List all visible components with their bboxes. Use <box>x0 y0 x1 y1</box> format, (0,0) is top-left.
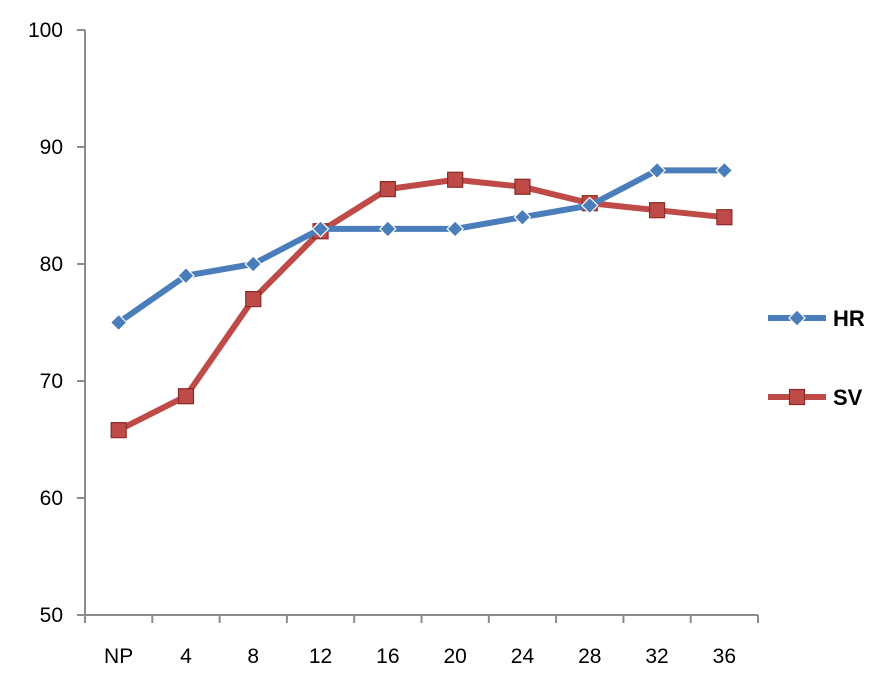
x-tick-label: NP <box>104 645 133 668</box>
data-point-hr <box>648 161 666 180</box>
x-tick-label: 16 <box>376 645 399 668</box>
x-tick-label: 12 <box>309 645 332 668</box>
x-tick-label: 28 <box>578 645 601 668</box>
data-point-hr <box>446 220 464 238</box>
series-line-hr <box>115 167 728 326</box>
data-point-hr <box>311 220 330 238</box>
data-point-hr <box>109 313 128 332</box>
legend-item-hr: HR <box>768 306 865 331</box>
x-axis-labels: NP 4 8 12 16 20 24 28 32 36 <box>104 645 736 668</box>
x-tick-label: 36 <box>713 645 736 668</box>
series-hr <box>109 161 734 332</box>
y-tick-label: 80 <box>40 253 63 276</box>
y-tick-label: 50 <box>40 604 63 627</box>
series-layer <box>109 161 734 439</box>
x-tick-label: 20 <box>443 645 466 668</box>
legend-label: SV <box>833 385 863 410</box>
data-point-hr <box>244 255 263 273</box>
data-point-hr <box>513 208 532 227</box>
data-point-hr <box>379 220 397 238</box>
y-tick-label: 70 <box>40 370 63 393</box>
x-tick-label: 32 <box>645 645 668 668</box>
legend-marker-hr <box>788 309 806 327</box>
axes <box>77 29 759 623</box>
y-tick-label: 100 <box>28 19 63 42</box>
series-line-sv <box>115 176 728 434</box>
y-tick-label: 60 <box>40 487 63 510</box>
data-point-sv <box>447 171 464 188</box>
x-tick-label: 8 <box>247 645 259 668</box>
data-point-sv <box>245 291 262 308</box>
data-point-hr <box>580 196 599 215</box>
data-point-sv <box>177 388 195 405</box>
data-point-hr <box>177 266 195 285</box>
y-tick-label: 90 <box>40 136 63 159</box>
data-point-sv <box>648 202 666 219</box>
data-point-hr <box>715 161 734 180</box>
series-sv <box>110 171 733 439</box>
legend-marker-sv <box>788 388 806 406</box>
data-point-sv <box>514 178 531 195</box>
data-point-sv <box>716 209 733 226</box>
legend: HR SV <box>768 306 865 410</box>
y-axis-labels: 50 60 70 80 90 100 <box>28 19 63 627</box>
legend-item-sv: SV <box>768 385 863 410</box>
legend-label: HR <box>833 306 865 331</box>
x-tick-label: 24 <box>511 645 535 668</box>
data-point-sv <box>379 181 396 198</box>
x-tick-label: 4 <box>180 645 192 668</box>
data-point-sv <box>110 422 127 439</box>
